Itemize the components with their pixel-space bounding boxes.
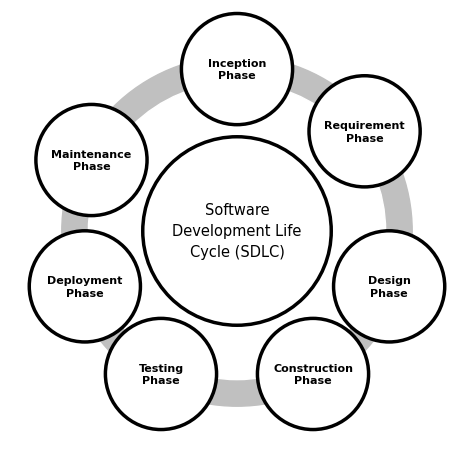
Circle shape: [62, 56, 412, 407]
Circle shape: [257, 319, 369, 430]
Text: Testing
Phase: Testing Phase: [138, 363, 183, 386]
Circle shape: [334, 232, 445, 342]
Circle shape: [105, 319, 217, 430]
Text: Requirement
Phase: Requirement Phase: [324, 121, 405, 144]
Text: Design
Phase: Design Phase: [368, 275, 410, 298]
Text: Deployment
Phase: Deployment Phase: [47, 275, 123, 298]
Text: Software
Development Life
Cycle (SDLC): Software Development Life Cycle (SDLC): [173, 203, 301, 260]
Circle shape: [36, 105, 147, 216]
Circle shape: [36, 105, 147, 216]
Circle shape: [105, 319, 217, 430]
Circle shape: [88, 83, 386, 380]
Circle shape: [309, 76, 420, 188]
Circle shape: [309, 76, 420, 188]
Text: Inception
Phase: Inception Phase: [208, 58, 266, 81]
Circle shape: [29, 232, 140, 342]
Circle shape: [29, 232, 140, 342]
Circle shape: [334, 232, 445, 342]
Circle shape: [182, 14, 292, 125]
Circle shape: [143, 138, 331, 325]
Circle shape: [182, 14, 292, 125]
Circle shape: [257, 319, 369, 430]
Text: Construction
Phase: Construction Phase: [273, 363, 353, 386]
Text: Maintenance
Phase: Maintenance Phase: [51, 149, 132, 172]
